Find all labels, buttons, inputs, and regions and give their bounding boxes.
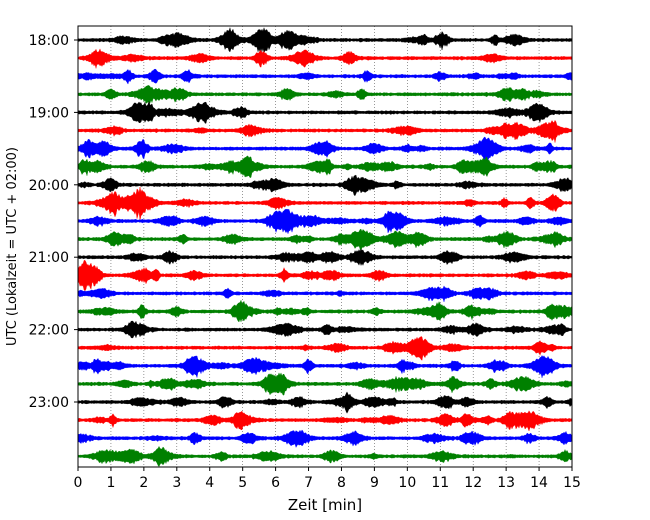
seismogram-trace: [77, 248, 573, 267]
x-tick-label: 1: [106, 475, 115, 491]
seismogram-trace: [77, 445, 573, 467]
y-tick-label: 18:00: [29, 33, 69, 49]
x-tick-label: 7: [304, 475, 313, 491]
seismogram-trace: [77, 372, 573, 396]
x-tick-label: 13: [497, 475, 515, 491]
y-tick-label: 20:00: [29, 178, 69, 194]
seismogram-trace: [77, 100, 573, 124]
seismogram-trace: [77, 136, 573, 162]
seismogram-trace: [77, 391, 573, 414]
x-tick-label: 12: [464, 475, 482, 491]
x-tick-label: 2: [139, 475, 148, 491]
seismogram-trace: [77, 299, 573, 323]
seismogram-trace: [77, 320, 573, 339]
seismogram-trace: [77, 186, 573, 221]
seismogram-trace: [77, 26, 573, 54]
y-axis-ticks: 18:00 19:00 20:00 21:00 22:00 23:00: [29, 33, 78, 411]
x-tick-label: 15: [563, 475, 581, 491]
seismogram-trace: [77, 155, 573, 178]
seismogram-trace: [77, 228, 573, 252]
seismogram-trace: [77, 48, 573, 69]
plot-frame: [77, 25, 573, 468]
x-tick-label: 10: [398, 475, 416, 491]
seismogram-trace: [77, 174, 573, 197]
y-axis-label: UTC (Lokalzeit = UTC + 02:00): [5, 147, 20, 346]
x-tick-label: 4: [205, 475, 214, 491]
x-tick-label: 6: [271, 475, 280, 491]
seismogram-trace: [77, 208, 573, 235]
y-tick-label: 22:00: [29, 323, 69, 339]
x-axis-ticks: 0 1 2 3 4 5 6 7 8 9 10 11 12 13 14 15: [74, 467, 581, 491]
x-tick-label: 11: [431, 475, 449, 491]
y-tick-label: 23:00: [29, 395, 69, 411]
seismogram-trace: [77, 429, 573, 448]
x-tick-label: 8: [337, 475, 346, 491]
seismogram-trace: [77, 410, 573, 432]
x-tick-label: 3: [172, 475, 181, 491]
y-tick-label: 21:00: [29, 250, 69, 266]
seismogram-trace: [77, 119, 573, 143]
x-tick-label: 0: [74, 475, 83, 491]
x-tick-label: 5: [238, 475, 247, 491]
x-axis-label: Zeit [min]: [288, 496, 362, 514]
x-tick-label: 14: [530, 475, 548, 491]
seismogram-traces: [77, 26, 573, 467]
seismogram-trace: [77, 336, 573, 361]
x-tick-label: 9: [370, 475, 379, 491]
seismogram-trace: [77, 68, 573, 85]
seismogram-trace: [77, 85, 573, 104]
seismogram-trace: [77, 260, 573, 292]
seismogram-trace: [77, 285, 573, 303]
seismogram-trace: [77, 355, 573, 379]
y-tick-label: 19:00: [29, 105, 69, 121]
